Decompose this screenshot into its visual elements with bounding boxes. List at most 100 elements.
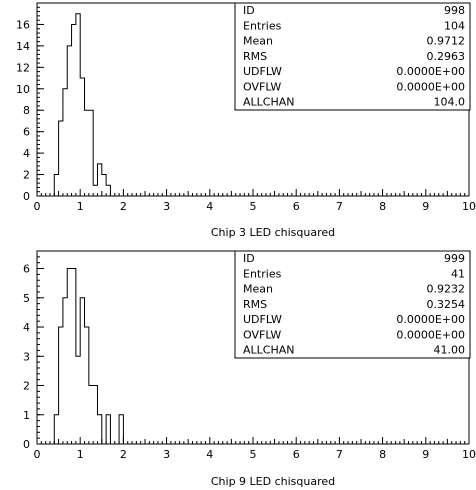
x-tick-label: 10 (462, 448, 476, 461)
y-tick-label: 6 (23, 263, 30, 276)
y-tick-label: 8 (23, 104, 30, 117)
y-tick-label: 16 (16, 18, 30, 31)
histogram-bin (85, 110, 89, 196)
y-tick-label: 10 (16, 83, 30, 96)
stats-label: Mean (243, 283, 273, 296)
stats-value: 0.0000E+00 (396, 65, 465, 78)
histogram-bin (67, 269, 71, 444)
histogram-bins (53, 268, 124, 445)
histogram-bin (80, 78, 84, 196)
stats-label: Entries (243, 19, 282, 32)
chart-panel-2: 0 1 2 3 4 5 6 7 8 9 10 0 1 2 3 4 5 6 Chip 9 LED chisquared… (23, 250, 476, 488)
x-tick-label: 10 (462, 200, 476, 213)
stats-label: UDFLW (243, 65, 282, 78)
stats-label: OVFLW (243, 80, 281, 93)
histogram-bin (119, 415, 123, 444)
histogram-bin (63, 298, 67, 444)
x-tick-label: 1 (77, 448, 84, 461)
histogram-bin (72, 24, 76, 196)
stats-value: 0.9232 (427, 283, 466, 296)
x-tick-label: 7 (336, 448, 343, 461)
stats-label: Mean (243, 35, 273, 48)
y-tick-label: 3 (23, 350, 30, 363)
x-tick-label: 6 (293, 448, 300, 461)
histogram-bin (106, 185, 110, 196)
histogram-bin (80, 298, 84, 444)
x-tick-label: 4 (206, 448, 213, 461)
y-tick-label: 14 (16, 40, 30, 53)
histogram-bin (76, 14, 80, 196)
histogram-bin (97, 415, 101, 444)
x-tick-label: 4 (206, 200, 213, 213)
x-axis: 0 1 2 3 4 5 6 7 8 9 10 (34, 437, 476, 461)
stats-value: 0.0000E+00 (396, 328, 465, 341)
stats-value: 999 (444, 252, 465, 265)
stats-value: 0.0000E+00 (396, 80, 465, 93)
histogram-bin (89, 110, 93, 196)
stats-box: ID 998 Entries 104 Mean 0.9712 RMS 0.2963 UDFLW 0… (234, 2, 471, 111)
stats-label: Entries (243, 267, 282, 280)
stats-label: ID (243, 252, 255, 265)
stats-label: RMS (243, 298, 267, 311)
stats-label: OVFLW (243, 328, 281, 341)
stats-value: 0.2963 (427, 50, 466, 63)
stats-value: 41.00 (434, 344, 466, 357)
y-tick-label: 0 (23, 438, 30, 451)
stats-label: ALLCHAN (243, 96, 295, 109)
histogram-bin (54, 415, 58, 444)
x-tick-label: 6 (293, 200, 300, 213)
x-tick-label: 7 (336, 200, 343, 213)
stats-value: 998 (444, 4, 465, 17)
stats-label: ALLCHAN (243, 344, 295, 357)
histogram-bin (106, 415, 110, 444)
stats-label: RMS (243, 50, 267, 63)
histogram-bin (59, 327, 63, 444)
stats-value: 0.3254 (427, 298, 466, 311)
y-axis: 0 2 4 6 8 10 12 14 16 (16, 2, 44, 203)
x-tick-label: 5 (250, 200, 257, 213)
stats-value: 0.0000E+00 (396, 313, 465, 326)
stats-value: 41 (451, 267, 465, 280)
stats-box-frame (234, 2, 471, 111)
stats-value: 104 (444, 19, 465, 32)
histogram-bin (59, 121, 63, 196)
x-tick-label: 9 (422, 200, 429, 213)
histogram-bin (93, 185, 97, 196)
x-tick-label: 5 (250, 448, 257, 461)
x-axis-label: Chip 9 LED chisquared (211, 475, 335, 488)
stats-box: ID 999 Entries 41 Mean 0.9232 RMS 0.3254 UDFLW 0.… (234, 250, 471, 359)
y-tick-label: 12 (16, 61, 30, 74)
stats-value: 0.9712 (427, 35, 466, 48)
x-tick-label: 0 (34, 200, 41, 213)
histogram-bin (76, 356, 80, 444)
histogram-outline (53, 13, 115, 197)
histogram-bin (67, 46, 71, 196)
y-tick-label: 0 (23, 190, 30, 203)
histogram-bin (63, 89, 67, 196)
y-axis: 0 1 2 3 4 5 6 (23, 256, 44, 451)
x-tick-label: 2 (120, 200, 127, 213)
stats-label: ID (243, 4, 255, 17)
histogram-outline (53, 268, 124, 445)
histogram-bins (53, 13, 115, 197)
histogram-bin (102, 175, 106, 196)
x-tick-label: 9 (422, 448, 429, 461)
x-tick-label: 8 (379, 200, 386, 213)
y-tick-label: 6 (23, 126, 30, 139)
x-tick-label: 8 (379, 448, 386, 461)
histogram-bin (85, 327, 89, 444)
y-tick-label: 2 (23, 169, 30, 182)
stats-label: UDFLW (243, 313, 282, 326)
histogram-bin (72, 269, 76, 444)
x-axis: 0 1 2 3 4 5 6 7 8 9 10 (34, 189, 476, 213)
y-tick-label: 2 (23, 380, 30, 393)
histogram-bin (93, 386, 97, 444)
histogram-bin (97, 164, 101, 196)
stats-box-frame (234, 250, 471, 359)
y-tick-label: 4 (23, 147, 30, 160)
histogram-bin (54, 175, 58, 196)
x-tick-label: 3 (163, 200, 170, 213)
x-tick-label: 3 (163, 448, 170, 461)
